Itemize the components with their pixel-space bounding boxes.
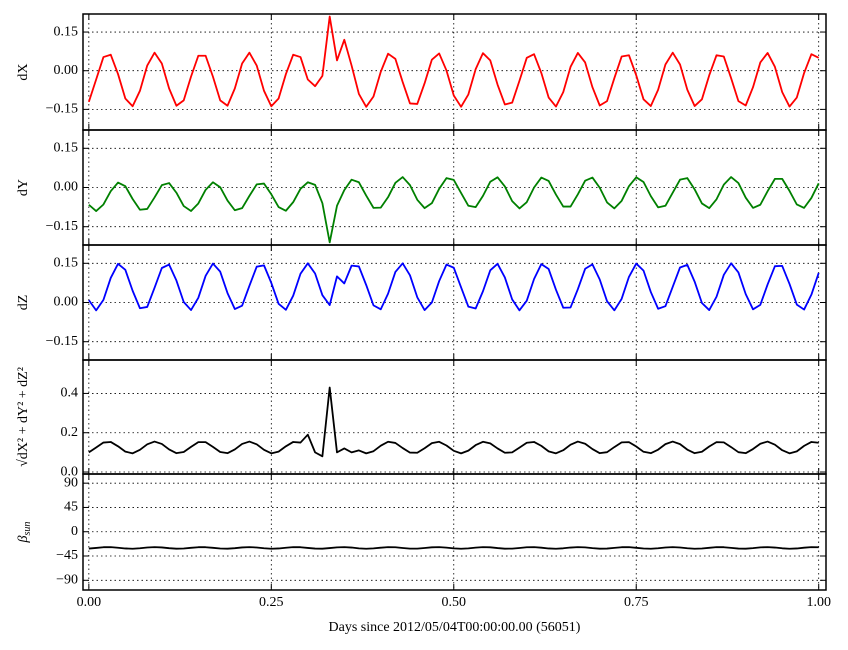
y-axis-label-text: dZ	[16, 295, 31, 311]
x-axis-label: Days since 2012/05/04T00:00:00.00 (56051…	[329, 620, 581, 635]
data-line	[88, 176, 820, 244]
y-axis-label-text: β	[16, 535, 31, 543]
y-tick-label: 90	[64, 475, 78, 490]
data-line	[88, 546, 819, 550]
data-line	[88, 262, 820, 312]
y-axis-label: dZ	[16, 295, 31, 311]
y-tick-label: 0.00	[54, 180, 79, 195]
y-tick-label: 0.15	[54, 24, 79, 39]
y-axis-label: √dX² + dY² + dZ²	[16, 367, 31, 467]
x-tick-label: 0.00	[77, 595, 102, 610]
y-tick-label: −90	[56, 573, 78, 588]
y-axis-label: βsun	[16, 522, 33, 544]
panel-frame	[82, 473, 827, 591]
y-tick-label: 0	[71, 524, 78, 539]
y-tick-label: 0.15	[54, 256, 79, 271]
y-tick-label: 45	[64, 500, 78, 515]
y-tick-label: −0.15	[46, 102, 78, 117]
y-tick-label: 0.15	[54, 141, 79, 156]
y-axis-label-text: dY	[16, 179, 31, 196]
y-tick-label: −0.15	[46, 334, 78, 349]
x-tick-label: 1.00	[806, 595, 831, 610]
x-tick-label: 0.75	[624, 595, 649, 610]
y-axis-label-sub: sun	[22, 522, 33, 536]
y-tick-label: −0.15	[46, 219, 78, 234]
y-tick-label: 0.4	[61, 386, 79, 401]
y-tick-label: 0.00	[54, 63, 79, 78]
x-tick-label: 0.50	[442, 595, 467, 610]
data-line	[88, 386, 819, 458]
y-axis-label-text: dX	[16, 63, 31, 80]
y-tick-label: 0.00	[54, 295, 79, 310]
y-tick-label: −45	[56, 548, 78, 563]
x-tick-label: 0.25	[259, 595, 284, 610]
y-axis-label-text: √dX² + dY² + dZ²	[16, 367, 31, 467]
data-line	[87, 15, 820, 108]
y-tick-label: 0.0	[61, 464, 79, 479]
y-tick-label: 0.2	[61, 425, 79, 440]
y-axis-label: dX	[16, 63, 31, 80]
y-axis-label: dY	[16, 179, 31, 196]
